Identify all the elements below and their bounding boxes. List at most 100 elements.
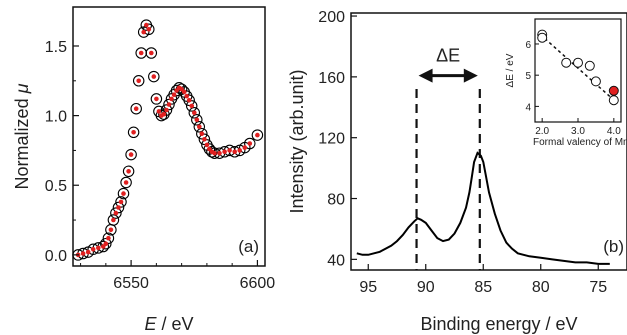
panel-a-point [117, 187, 130, 200]
panel-a-x-axis-var: E [144, 314, 157, 334]
inset-x-tick-label: 4.0 [607, 126, 621, 137]
panel-b-y-tick-label: 200 [318, 9, 345, 26]
panel-a-point [143, 23, 155, 36]
panel-a-point-red [161, 111, 167, 117]
panel-a-y-tick-label: 0.5 [45, 178, 67, 195]
inset-y-tick-label: 5 [525, 71, 531, 82]
panel-a-point-red [199, 131, 205, 136]
panel-a-point-red [118, 199, 124, 205]
panel-a-point [196, 127, 208, 140]
inset-point [537, 32, 548, 43]
panel-a-point [163, 98, 175, 111]
panel-a-point-red [232, 149, 237, 155]
panel-a-point-red [227, 148, 232, 153]
panel-b-y-tick-label: 120 [318, 131, 345, 148]
panel-a-ticks: 6550 6600 0.0 0.5 1.0 1.5 [45, 39, 276, 292]
inset-point [590, 76, 601, 87]
panel-a-point-red [133, 106, 139, 111]
panel-a-point [110, 207, 122, 219]
panel-a-point [145, 47, 158, 59]
panel-a-point-red [85, 249, 91, 255]
panel-a-point [206, 146, 218, 158]
panel-a-point-red [166, 102, 172, 107]
inset-x-axis-label: Formal valency of Mn [533, 137, 627, 148]
panel-b-y-tick-label: 40 [327, 252, 345, 269]
delta-e-label: ΔE [436, 46, 460, 66]
panel-b-x-tick-label: 90 [417, 279, 435, 296]
inset-point [608, 95, 619, 106]
panel-a-point [107, 214, 120, 226]
panel-a-frame [72, 6, 266, 267]
inset-chart: 2.0 3.0 4.0 4 5 6 Formal valency of Mn ΔE / e… [505, 18, 627, 148]
panel-a-point-red [141, 29, 146, 35]
panel-b-x-tick-label: 75 [589, 279, 607, 296]
panel-a-point [185, 100, 198, 112]
panel-a-point [148, 70, 160, 83]
panel-a-point-red [237, 148, 242, 153]
panel-a-point [193, 121, 206, 133]
panel-a-point-red [189, 103, 194, 109]
panel-a-point-red [164, 107, 169, 113]
panel-a-point [125, 148, 137, 161]
panel-a-point-red [156, 109, 162, 114]
panel-a-point-red [80, 251, 86, 256]
panel-a-point [132, 75, 145, 87]
panel-a-tag: (a) [238, 237, 259, 256]
panel-a-point-red [111, 217, 116, 223]
panel-a-point-red [186, 98, 192, 103]
panel-a-point [160, 104, 173, 116]
panel-a-point-red [171, 92, 177, 97]
panel-b-x-tick-label: 80 [532, 279, 550, 296]
panel-a-point [130, 102, 142, 115]
panel-a-point [191, 114, 203, 126]
panel-a: 6550 6600 0.0 0.5 1.0 1.5 (a) E / eV Normaliz… [12, 6, 276, 334]
panel-a-point [183, 94, 195, 107]
panel-b-annotations [415, 68, 481, 270]
panel-a-point [112, 201, 125, 214]
inset-points [537, 29, 619, 106]
panel-b-tag: (b) [603, 237, 624, 256]
inset-y-axis-label: ΔE / eV [505, 53, 516, 87]
panel-a-point [127, 126, 140, 139]
inset-point [608, 85, 619, 96]
inset-y-tick-label: 4 [525, 102, 531, 113]
panel-a-point [115, 196, 127, 208]
panel-a-point-red [247, 141, 253, 146]
panel-a-point-red [202, 137, 207, 142]
delta-e-arrow-head-right [463, 68, 478, 83]
panel-a-point [122, 165, 135, 178]
panel-b-spectrum-line [356, 151, 610, 265]
panel-a-point-red [255, 132, 260, 138]
panel-a-point [150, 93, 163, 105]
panel-a-point-red [106, 235, 111, 241]
panel-b: 95 90 85 80 75 40 80 120 160 200 (b) Binding ener… [287, 9, 627, 334]
panel-a-point-red [113, 210, 119, 216]
panel-a-y-tick-label: 0.0 [45, 248, 67, 265]
inset-point [584, 60, 595, 71]
panel-a-y-axis-text: Normalized [12, 93, 32, 189]
panel-a-point-red [192, 110, 197, 116]
panel-a-point-red [181, 89, 187, 95]
panel-a-point [244, 137, 256, 150]
panel-a-point-red [197, 124, 202, 130]
panel-a-x-axis-label: E / eV [144, 314, 193, 334]
inset-ticks: 2.0 3.0 4.0 4 5 6 [525, 40, 621, 137]
panel-a-point-red [123, 180, 129, 185]
delta-e-arrow-head-left [418, 68, 433, 83]
inset-y-tick-label: 6 [525, 40, 531, 51]
panel-a-point-red [103, 241, 109, 246]
panel-b-y-tick-label: 160 [318, 70, 345, 87]
panel-a-point [251, 129, 264, 141]
panel-a-point-red [212, 150, 217, 156]
panel-a-y-axis-label: Normalized μ [12, 83, 32, 189]
panel-a-point-red [96, 245, 101, 251]
panel-a-point-red [151, 74, 157, 79]
panel-a-point-red [146, 27, 152, 32]
panel-a-point-red [121, 191, 126, 196]
panel-a-point-red [204, 142, 210, 148]
panel-a-x-tick-label: 6600 [240, 275, 276, 292]
panel-b-x-tick-label: 85 [474, 279, 492, 296]
inset-point [573, 57, 583, 68]
panel-a-point-red [128, 152, 134, 157]
